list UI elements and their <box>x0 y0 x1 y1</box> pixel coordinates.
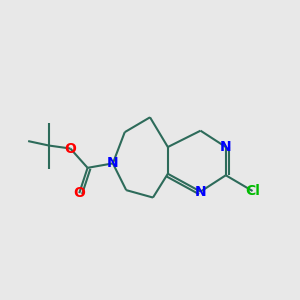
Text: O: O <box>64 142 76 155</box>
Text: N: N <box>220 140 232 154</box>
Text: O: O <box>73 186 85 200</box>
Text: Cl: Cl <box>245 184 260 198</box>
Text: N: N <box>195 184 206 199</box>
Text: N: N <box>107 156 119 170</box>
